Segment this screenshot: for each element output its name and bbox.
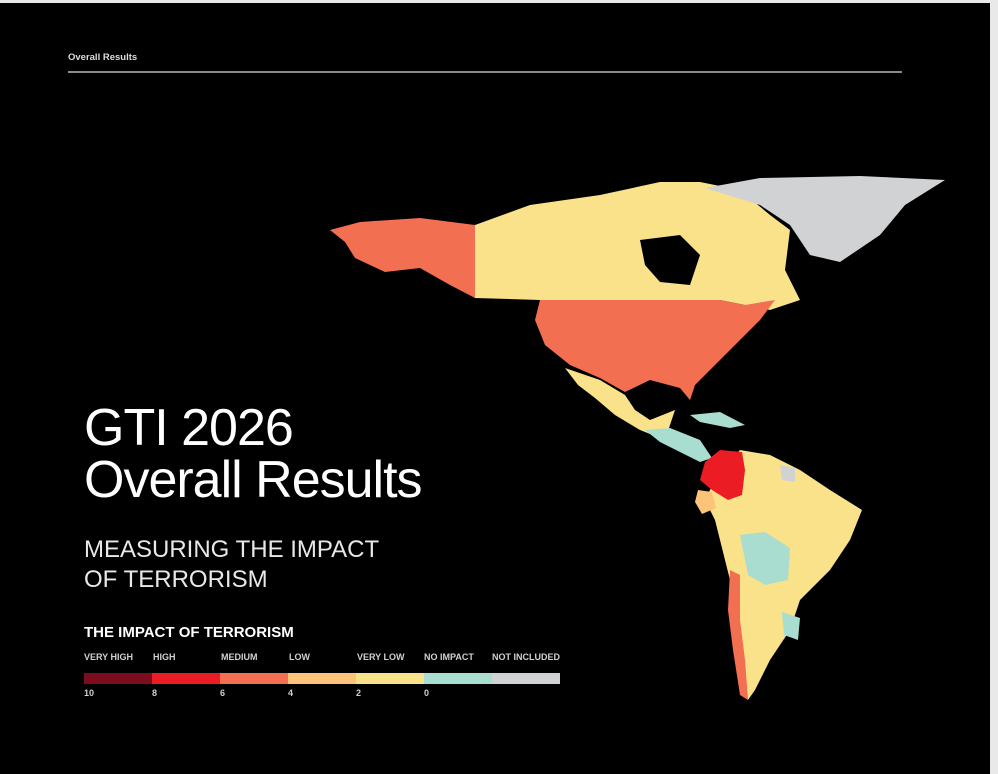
legend-tick: 10 bbox=[84, 688, 95, 698]
region-uruguay bbox=[782, 612, 800, 640]
subtitle-line-2: OF TERRORISM bbox=[84, 566, 268, 593]
legend-label: VERY HIGH bbox=[84, 652, 134, 662]
legend-tick: 8 bbox=[152, 688, 158, 698]
title-line-1: GTI 2026 bbox=[84, 399, 294, 457]
header-rule bbox=[68, 71, 902, 73]
legend-label: LOW bbox=[289, 652, 310, 662]
legend-title: THE IMPACT OF TERRORISM bbox=[84, 624, 294, 641]
region-alaska bbox=[330, 218, 475, 298]
legend-label: NO IMPACT bbox=[424, 652, 474, 662]
legend-swatch bbox=[424, 673, 492, 684]
region-central-america bbox=[645, 428, 712, 462]
title-line-2: Overall Results bbox=[84, 451, 423, 509]
region-caribbean bbox=[690, 412, 745, 428]
region-canada bbox=[475, 182, 800, 310]
legend-swatch bbox=[152, 673, 220, 684]
legend-swatch bbox=[220, 673, 288, 684]
region-hudson-bay bbox=[640, 235, 700, 285]
legend-tick: 0 bbox=[424, 688, 430, 698]
region-guiana bbox=[780, 465, 795, 482]
region-ecuador bbox=[695, 490, 716, 514]
page-subtitle: MEASURING THE IMPACT OF TERRORISM bbox=[84, 535, 379, 595]
legend-swatch bbox=[492, 673, 560, 684]
region-mexico bbox=[565, 368, 675, 440]
region-colombia bbox=[700, 450, 745, 500]
legend-label: HIGH bbox=[153, 652, 176, 662]
running-header: Overall Results bbox=[68, 52, 138, 63]
legend-tick: 2 bbox=[356, 688, 362, 698]
region-chile bbox=[728, 570, 748, 700]
legend-tick: 6 bbox=[220, 688, 226, 698]
legend-swatch bbox=[356, 673, 424, 684]
page bbox=[0, 3, 990, 774]
legend-label: VERY LOW bbox=[357, 652, 405, 662]
region-usa bbox=[535, 300, 775, 400]
subtitle-line-1: MEASURING THE IMPACT bbox=[84, 536, 380, 563]
legend-tick: 4 bbox=[288, 688, 294, 698]
region-greenland bbox=[705, 176, 945, 262]
legend-label: MEDIUM bbox=[221, 652, 258, 662]
legend-label: NOT INCLUDED bbox=[492, 652, 560, 662]
page-title: GTI 2026 Overall Results bbox=[84, 399, 423, 509]
legend-swatch bbox=[288, 673, 356, 684]
legend-swatch bbox=[84, 673, 152, 684]
region-bolivia bbox=[740, 532, 790, 585]
